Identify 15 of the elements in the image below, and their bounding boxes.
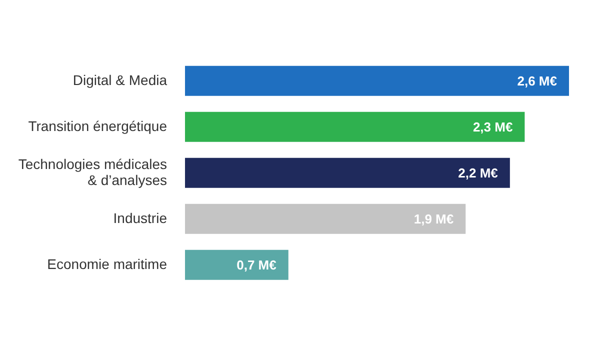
bar (185, 112, 525, 142)
data-label: 2,2 M€ (458, 165, 498, 180)
y-tick-label: Economie maritime (47, 256, 168, 272)
y-tick-label: Digital & Media (72, 72, 168, 88)
bar (185, 158, 510, 188)
bar (185, 66, 569, 96)
data-label: 0,7 M€ (236, 257, 276, 272)
y-tick-label: Industrie (113, 210, 168, 226)
data-label: 2,6 M€ (517, 73, 557, 88)
data-label: 2,3 M€ (472, 119, 513, 134)
bar (185, 250, 288, 280)
bar (185, 204, 466, 234)
y-tick-label: Transition énergétique (28, 118, 168, 134)
data-label: 1,9 M€ (414, 211, 454, 226)
y-tick-label: Technologies médicales & d’analyses (18, 156, 167, 188)
